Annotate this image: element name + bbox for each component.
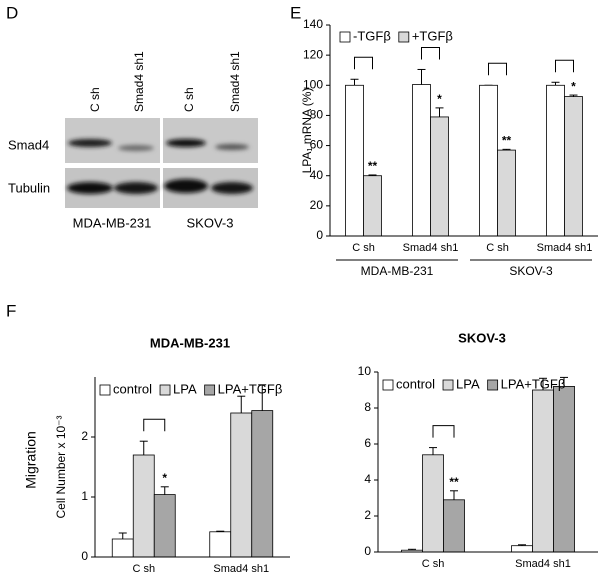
y-tick-label: 100 [303,77,323,91]
panel-label: F [6,301,16,320]
y-axis-label: Migration [23,431,39,489]
bracket [555,59,574,73]
row-label: Smad4 [8,137,49,152]
y-tick-label: 140 [303,17,323,31]
y-tick-label: 2 [81,429,88,443]
bracket [488,62,507,76]
legend-swatch [398,31,410,43]
legend-label: control [113,381,152,396]
bar [363,175,382,237]
legend-label: -TGFβ [353,28,391,43]
bar [209,531,232,558]
y-tick-label: 1 [81,489,88,503]
bar [345,84,364,237]
legend-label: LPA+TGFβ [218,381,283,396]
y-tick-label: 0 [81,549,88,563]
y-tick-label: 80 [310,108,324,122]
bar [230,412,253,558]
blot [65,118,258,208]
bracket [432,425,455,438]
x-tick-label: C sh [132,563,155,574]
legend-swatch [204,384,216,396]
legend-swatch [487,379,499,391]
bar [564,96,583,237]
row-label: Tubulin [8,180,50,195]
chart-title: MDA-MB-231 [150,335,230,350]
group-label: MDA-MB-231 [361,264,434,278]
legend-swatch [339,31,351,43]
legend-swatch [382,379,394,391]
legend-label: control [396,376,435,391]
legend-label: LPA+TGFβ [501,376,566,391]
bar [412,84,431,237]
y-tick-label: 40 [310,168,324,182]
cell-line-label: MDA-MB-231 [73,215,152,230]
bar [430,116,449,237]
y-tick-label: 60 [310,138,324,152]
bar [111,538,134,558]
x-tick-label: Smad4 sh1 [213,563,269,574]
y-tick-label: 0 [364,544,371,558]
legend-label: LPA [456,376,480,391]
panel-label: E [290,3,301,22]
y-tick-label: 120 [303,47,323,61]
lane-label: Smad4 sh1 [228,51,242,112]
y-tick-label: 2 [364,508,371,522]
panel-label: D [6,3,18,22]
y-tick-label: 4 [364,472,371,486]
legend-label: LPA [173,381,197,396]
significance-label: * [571,79,576,93]
bar [532,389,554,553]
y-tick-label: 20 [310,198,324,212]
bar [422,454,444,553]
legend-swatch [99,384,111,396]
x-tick-label: C sh [486,242,509,254]
bar [153,494,176,558]
x-tick-label: C sh [422,558,445,570]
x-tick-label: Smad4 sh1 [515,558,571,570]
y-axis-label: LPA₁ mRNA (%) [300,88,314,174]
y-tick-label: 8 [364,400,371,414]
legend-label: +TGFβ [412,28,453,43]
x-tick-label: Smad4 sh1 [403,242,459,254]
significance-label: * [162,471,167,485]
bar [546,84,565,237]
significance-label: * [437,92,442,106]
lane-label: Smad4 sh1 [132,51,146,112]
significance-label: ** [449,475,459,489]
y-axis-label: Cell Number x 10⁻³ [54,415,68,518]
lane-label: C sh [88,87,102,112]
cell-line-label: SKOV-3 [187,215,234,230]
lane-label: C sh [182,87,196,112]
y-tick-label: 0 [316,228,323,242]
bar [479,84,498,237]
significance-label: ** [502,134,512,148]
bracket [354,56,373,70]
bar [251,410,274,558]
x-tick-label: C sh [352,242,375,254]
bar [553,385,575,553]
bar [497,149,516,237]
bar [443,499,465,553]
legend-swatch [442,379,454,391]
legend-swatch [159,384,171,396]
chart-title: SKOV-3 [458,330,506,345]
bar [511,545,533,553]
y-tick-label: 10 [358,364,372,378]
bracket [421,46,440,60]
x-tick-label: Smad4 sh1 [537,242,593,254]
bracket [143,418,166,432]
group-label: SKOV-3 [509,264,553,278]
significance-label: ** [368,159,378,173]
y-tick-label: 6 [364,436,371,450]
bar [132,454,155,558]
